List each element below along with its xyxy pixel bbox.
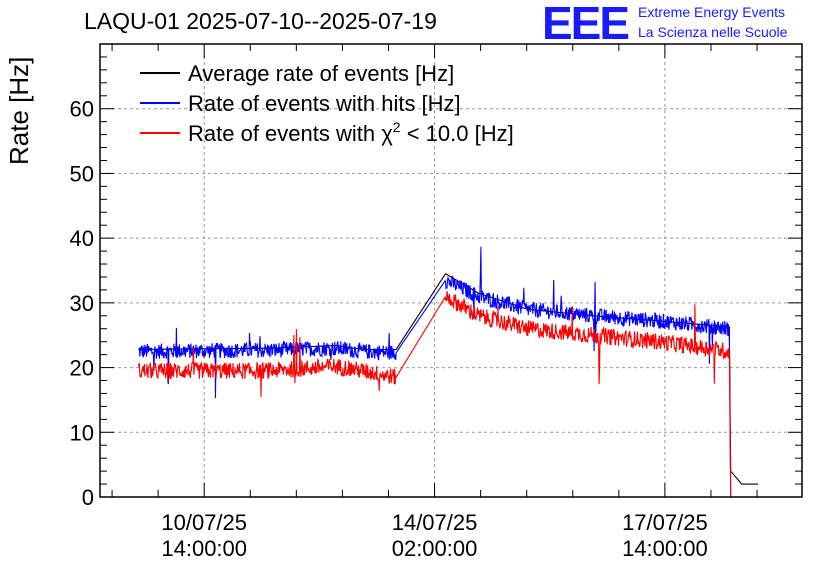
x-tick-label-time: 14:00:00 — [161, 536, 247, 561]
legend-label-2: Rate of events with hits [Hz] — [188, 91, 461, 116]
y-tick-label: 30 — [70, 291, 94, 316]
y-tick-label: 20 — [70, 356, 94, 381]
y-tick-label: 60 — [70, 97, 94, 122]
x-tick-label-date: 14/07/25 — [392, 510, 478, 535]
legend: Average rate of events [Hz] Rate of event… — [140, 61, 514, 146]
series-line-2 — [138, 246, 732, 498]
legend-label-3: Rate of events with χ2 < 10.0 [Hz] — [188, 119, 514, 146]
x-tick-label-time: 14:00:00 — [622, 536, 708, 561]
axis-ticks: 010203040506010/07/2514:00:0014/07/2502:… — [70, 44, 802, 561]
plot-frame — [99, 43, 803, 498]
chart-title: LAQU-01 2025-07-10--2025-07-19 — [84, 8, 437, 34]
x-tick-label-time: 02:00:00 — [392, 536, 478, 561]
series-line-3 — [137, 291, 759, 498]
brand-line-2: La Scienza nelle Scuole — [638, 24, 788, 40]
y-tick-label: 0 — [82, 485, 94, 510]
y-tick-label: 10 — [70, 420, 94, 445]
y-tick-label: 50 — [70, 161, 94, 186]
plot-border — [99, 43, 803, 498]
eee-logo: EEE — [542, 0, 630, 49]
grid-lines — [100, 44, 802, 497]
x-tick-label-date: 10/07/25 — [161, 510, 247, 535]
y-tick-label: 40 — [70, 226, 94, 251]
legend-label-1: Average rate of events [Hz] — [188, 61, 454, 86]
brand-line-1: Extreme Energy Events — [638, 4, 786, 20]
x-tick-label-date: 17/07/25 — [622, 510, 708, 535]
series-lines — [137, 246, 759, 498]
